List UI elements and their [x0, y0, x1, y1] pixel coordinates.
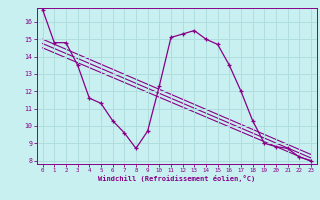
X-axis label: Windchill (Refroidissement éolien,°C): Windchill (Refroidissement éolien,°C)	[98, 175, 255, 182]
